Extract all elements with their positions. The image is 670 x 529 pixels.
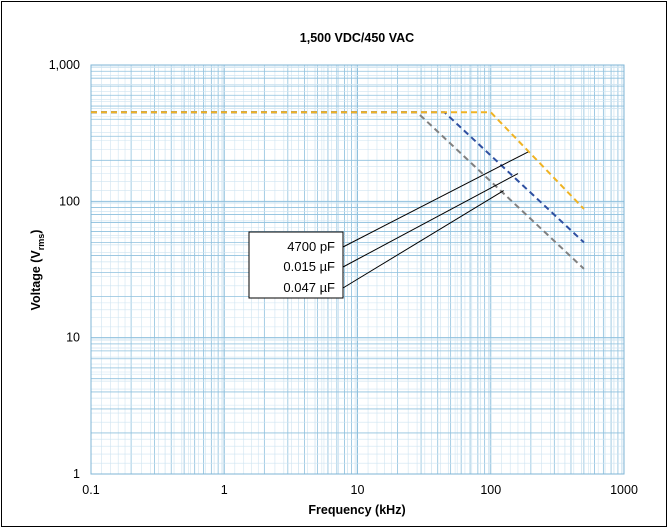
x-tick-label: 0.1 (82, 483, 99, 497)
legend-item-label: 0.047 µF (283, 280, 335, 295)
x-tick-label: 1000 (610, 483, 638, 497)
series-line (91, 111, 585, 210)
legend-box (248, 231, 344, 299)
legend: 4700 pF 0.015 µF 0.047 µF (248, 151, 529, 299)
y-axis-label-close: ) (29, 230, 43, 234)
y-tick-label: 1 (73, 467, 80, 481)
legend-item-label: 4700 pF (287, 239, 335, 254)
y-axis-label: Voltage (Vrms) (29, 230, 46, 311)
plot-area-border (90, 64, 625, 475)
x-tick-label: 1 (221, 483, 228, 497)
x-axis-label: Frequency (kHz) (308, 503, 405, 517)
legend-item-label: 0.015 µF (283, 259, 335, 274)
series-lines (91, 111, 585, 270)
grid (90, 64, 625, 475)
y-tick-label: 100 (59, 194, 80, 208)
legend-leader-line (342, 190, 504, 289)
y-tick-label: 1,000 (49, 58, 80, 72)
chart-title: 1,500 VDC/450 VAC (300, 31, 414, 45)
x-tick-label: 10 (351, 483, 365, 497)
legend-leader-line (342, 173, 519, 268)
y-tick-label: 10 (66, 331, 80, 345)
legend-items: 4700 pF 0.015 µF 0.047 µF (283, 151, 529, 295)
legend-leader-line (342, 151, 529, 248)
y-axis-label-main: Voltage (V (29, 250, 43, 311)
x-tick-label: 100 (480, 483, 501, 497)
y-axis-label-sub: rms (36, 234, 46, 251)
